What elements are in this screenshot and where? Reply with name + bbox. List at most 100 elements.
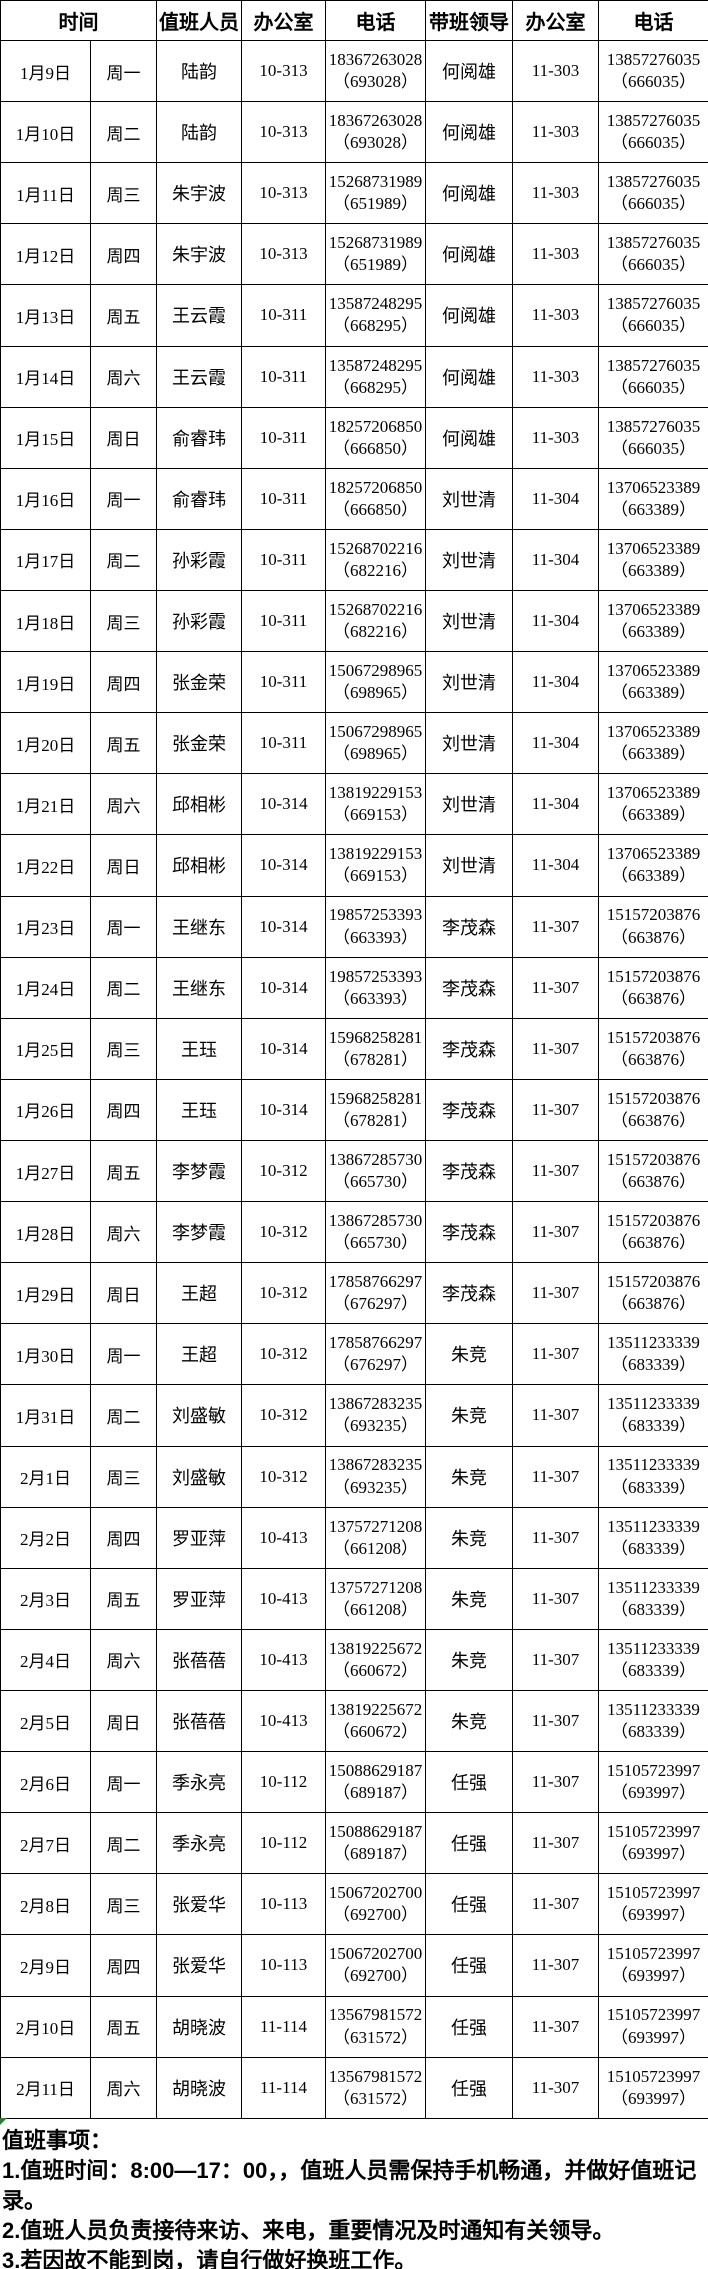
phone-cell: 13567981572 （631572） — [325, 1995, 426, 2058]
leader-office-cell: 11-307 — [512, 1812, 599, 1875]
leader-phone-cell: 13511233339 （683339） — [598, 1445, 708, 1508]
date-cell: 1月29日 — [0, 1262, 91, 1325]
leader-phone-cell-number: 15157203876 — [606, 1272, 701, 1292]
weekday-cell: 周一 — [90, 895, 157, 958]
table-row: 2月6日 周一 季永亮 10-112 15088629187 （689187） 任强 11-3… — [0, 1751, 708, 1814]
phone-cell-number: 15067298965 — [328, 661, 423, 681]
leader-phone-cell-extension: （683339） — [611, 1599, 696, 1619]
office-cell: 10-314 — [241, 1017, 326, 1080]
duty-person-cell: 陆韵 — [156, 101, 242, 164]
leader-office-cell: 11-304 — [512, 528, 599, 591]
leader-phone-cell-extension: （666035） — [611, 316, 696, 336]
office-cell: 10-311 — [241, 712, 326, 775]
table-row: 1月9日 周一 陆韵 10-313 18367263028 （693028） 何阅雄 11-3… — [0, 39, 708, 103]
date-cell: 1月13日 — [0, 284, 91, 347]
duty-person-cell: 王云霞 — [156, 284, 242, 347]
table-row: 1月14日 周六 王云霞 10-311 13587248295 （668295） 何阅雄 11… — [0, 345, 708, 408]
leader-phone-cell: 15157203876 （663876） — [598, 1262, 708, 1325]
leader-phone-cell-number: 13857276035 — [606, 49, 701, 69]
weekday-cell: 周一 — [90, 1751, 157, 1814]
header-leader: 带班领导 — [425, 0, 513, 41]
leader-phone-cell-extension: （683339） — [611, 1477, 696, 1497]
office-cell: 10-312 — [241, 1384, 326, 1447]
leader-phone-cell-number: 13511233339 — [607, 1394, 700, 1414]
phone-cell-number: 13867283235 — [328, 1394, 423, 1414]
duty-person-cell: 王继东 — [156, 895, 242, 958]
phone-cell-number: 19857253393 — [328, 966, 423, 986]
leader-office-cell: 11-307 — [512, 1628, 599, 1691]
office-cell: 10-313 — [241, 101, 326, 164]
phone-cell: 13867285730 （665730） — [325, 1139, 426, 1203]
date-cell: 2月11日 — [0, 2056, 91, 2119]
table-row: 2月1日 周三 刘盛敏 10-312 13867283235 （693235） 朱竞 11-3… — [0, 1445, 708, 1508]
leader-phone-cell-number: 15157203876 — [606, 1088, 701, 1108]
duty-person-cell: 刘盛敏 — [156, 1384, 242, 1447]
leader-phone-cell-number: 13857276035 — [606, 172, 701, 192]
phone-cell-extension: （698965） — [333, 744, 418, 764]
leader-phone-cell: 13706523389 （663389） — [598, 834, 708, 897]
weekday-cell: 周六 — [90, 1628, 157, 1691]
table-row: 2月8日 周三 张爱华 10-113 15067202700 （692700） 任强 11-3… — [0, 1873, 708, 1936]
duty-person-cell: 邱相彬 — [156, 773, 242, 836]
weekday-cell: 周一 — [90, 467, 157, 530]
phone-cell-extension: （631572） — [333, 2088, 418, 2108]
phone-cell: 15268702216 （682216） — [325, 528, 426, 591]
weekday-cell: 周二 — [90, 101, 157, 164]
leader-office-cell: 11-307 — [512, 1934, 599, 1997]
date-cell: 2月6日 — [0, 1751, 91, 1814]
phone-cell-number: 13587248295 — [328, 294, 423, 314]
table-row: 1月24日 周二 王继东 10-314 19857253393 （663393） 李茂森 11… — [0, 956, 708, 1019]
duty-person-cell: 王云霞 — [156, 345, 242, 408]
date-cell: 1月21日 — [0, 773, 91, 836]
office-cell: 11-114 — [241, 1995, 326, 2058]
leader-cell: 朱竞 — [425, 1445, 513, 1508]
phone-cell: 13819225672 （660672） — [325, 1689, 426, 1753]
phone-cell-number: 13867285730 — [328, 1211, 423, 1231]
weekday-cell: 周五 — [90, 284, 157, 347]
date-cell: 2月2日 — [0, 1506, 91, 1569]
leader-office-cell: 11-307 — [512, 1201, 599, 1264]
office-cell: 10-413 — [241, 1506, 326, 1569]
leader-office-cell: 11-307 — [512, 1567, 599, 1630]
phone-cell: 13867283235 （693235） — [325, 1384, 426, 1447]
weekday-cell: 周五 — [90, 712, 157, 775]
table-row: 1月13日 周五 王云霞 10-311 13587248295 （668295） 何阅雄 11… — [0, 284, 708, 347]
phone-cell-extension: （676297） — [333, 1355, 418, 1375]
office-cell: 10-312 — [241, 1139, 326, 1203]
office-cell: 10-313 — [241, 39, 326, 103]
leader-phone-cell: 15105723997 （693997） — [598, 1873, 708, 1936]
office-cell: 10-312 — [241, 1445, 326, 1508]
leader-cell: 任强 — [425, 2056, 513, 2119]
table-row: 1月16日 周一 俞睿玮 10-311 18257206850 （666850） 刘世清 11… — [0, 467, 708, 530]
leader-phone-cell: 15157203876 （663876） — [598, 1139, 708, 1203]
leader-cell: 朱竞 — [425, 1506, 513, 1569]
leader-cell: 刘世清 — [425, 467, 513, 530]
duty-roster-table: 时间 值班人员 办公室 电话 带班领导 办公室 电话 1月9日 周一 陆韵 10-31… — [0, 0, 708, 2119]
table-row: 1月22日 周日 邱相彬 10-314 13819229153 （669153） 刘世清 11… — [0, 834, 708, 897]
leader-phone-cell-number: 15157203876 — [606, 1027, 701, 1047]
leader-phone-cell-extension: （666035） — [611, 377, 696, 397]
leader-phone-cell: 13857276035 （666035） — [598, 101, 708, 164]
phone-cell-number: 15067202700 — [328, 1883, 423, 1903]
leader-phone-cell-extension: （683339） — [611, 1660, 696, 1680]
leader-phone-cell-number: 13857276035 — [606, 111, 701, 131]
leader-phone-cell: 13706523389 （663389） — [598, 589, 708, 653]
phone-cell: 15968258281 （678281） — [325, 1078, 426, 1141]
phone-cell-number: 15268731989 — [328, 172, 423, 192]
leader-cell: 朱竞 — [425, 1689, 513, 1753]
leader-cell: 刘世清 — [425, 651, 513, 714]
leader-office-cell: 11-307 — [512, 1445, 599, 1508]
weekday-cell: 周二 — [90, 1384, 157, 1447]
leader-cell: 刘世清 — [425, 589, 513, 653]
date-cell: 1月12日 — [0, 223, 91, 286]
weekday-cell: 周三 — [90, 162, 157, 225]
weekday-cell: 周六 — [90, 773, 157, 836]
phone-cell-extension: （689187） — [333, 1783, 418, 1803]
leader-phone-cell: 15105723997 （693997） — [598, 1812, 708, 1875]
leader-phone-cell-extension: （666035） — [611, 438, 696, 458]
office-cell: 10-311 — [241, 345, 326, 408]
leader-office-cell: 11-307 — [512, 1995, 599, 2058]
leader-phone-cell-extension: （666035） — [611, 255, 696, 275]
phone-cell-number: 18367263028 — [328, 49, 423, 69]
leader-phone-cell-number: 15105723997 — [606, 1944, 701, 1964]
